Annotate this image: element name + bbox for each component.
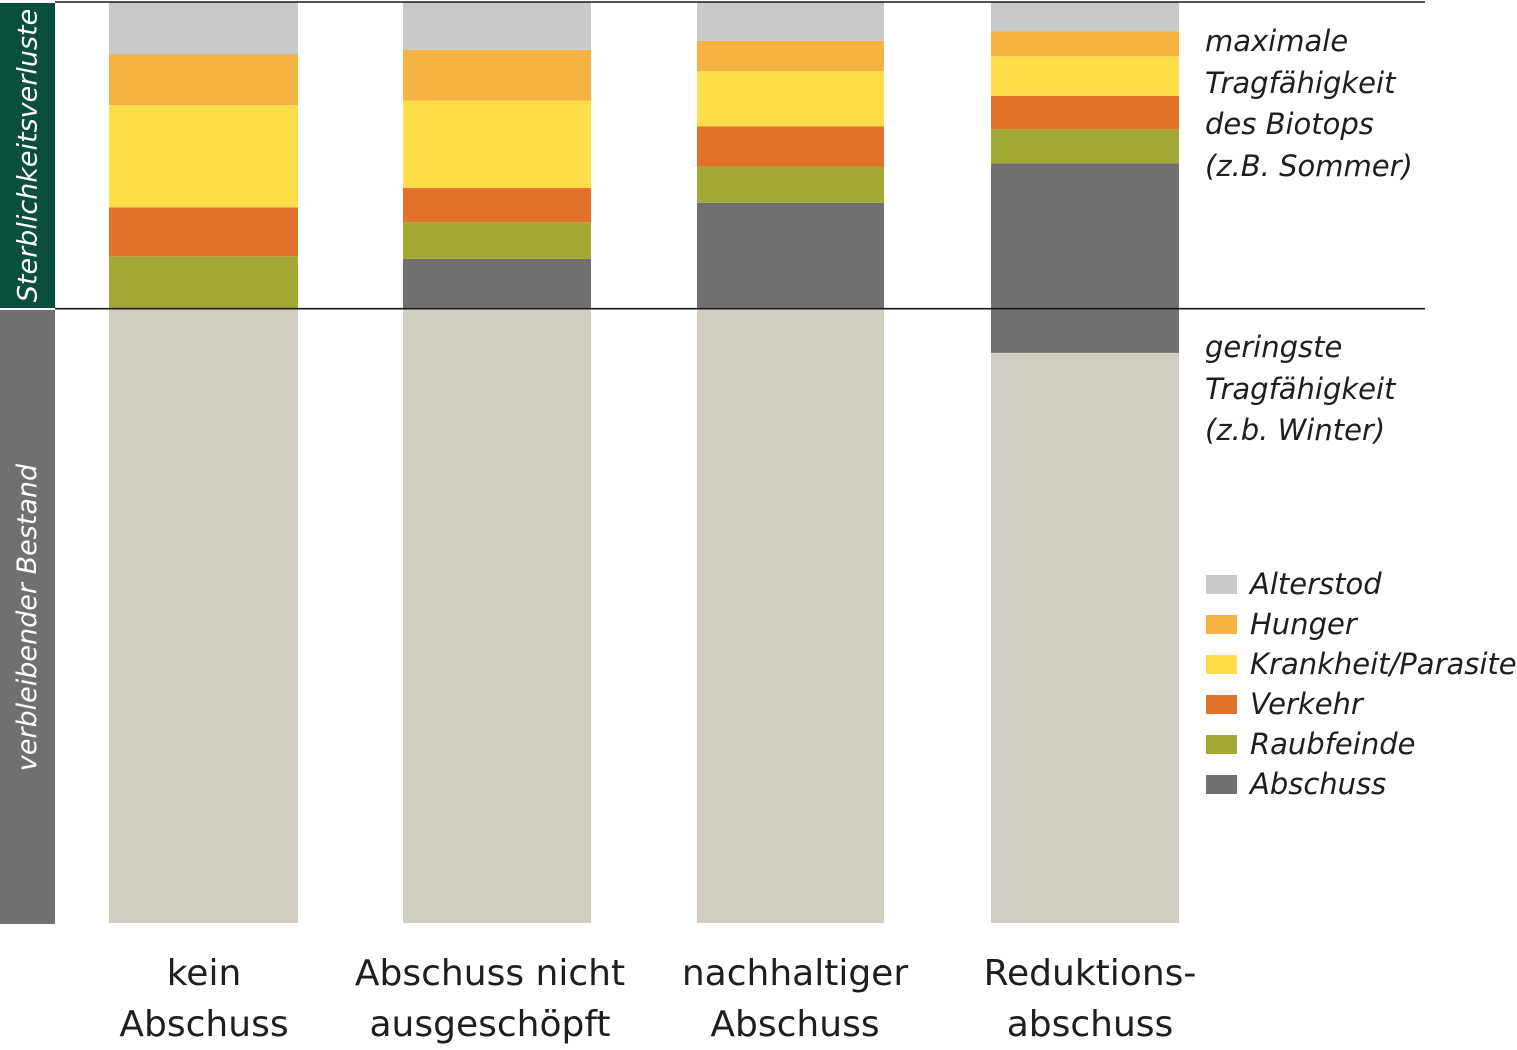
legend: Alterstod Hunger Krankheit/Parasiten Verkeh… [1206,564,1517,804]
bar-segment-krankheit-parasiten-1 [109,105,298,208]
legend-label-raubfeinde: Raubfeinde [1250,727,1416,761]
bar-segment-verbleibender-bestand-4 [991,352,1179,923]
y-axis-band-mortality: Sterblichkeitsverluste [0,3,55,308]
y-axis-label-mortality: Sterblichkeitsverluste [12,8,44,303]
bar-segment-raubfeinde-2 [403,222,591,259]
legend-item-alterstod: Alterstod [1206,564,1517,604]
legend-label-alterstod: Alterstod [1250,567,1382,601]
bar-segment-verbleibender-bestand-1 [109,308,298,923]
bar-segment-raubfeinde-4 [991,129,1179,164]
category-label-nachhaltiger-abschuss: nachhaltiger Abschuss [681,953,909,1045]
bar-segment-alterstod-3 [697,1,884,41]
legend-label-abschuss: Abschuss [1250,767,1387,801]
category-label-reduktionsabschuss: Reduktions-abschuss [983,953,1197,1045]
legend-swatch-hunger [1206,614,1237,634]
legend-swatch-krankheit-parasiten [1206,654,1237,674]
bar-segment-hunger-4 [991,31,1179,57]
bar-segment-raubfeinde-3 [697,166,884,203]
legend-swatch-verkehr [1206,694,1237,714]
bar-segment-verbleibender-bestand-3 [697,308,884,923]
bar-segment-hunger-2 [403,49,591,101]
annotation-max-capacity: maximale Tragfähigkeit des Biotops (z.B.… [1205,24,1413,183]
legend-item-abschuss: Abschuss [1206,764,1517,804]
annotation-min-capacity: geringste Tragfähigkeit (z.b. Winter) [1205,330,1396,447]
bar-segment-verkehr-1 [109,207,298,257]
bar-segment-verbleibender-bestand-2 [403,308,591,923]
bar-segment-hunger-1 [109,54,298,106]
bar-segment-abschuss-4 [991,163,1179,353]
bar-segment-abschuss-2 [403,258,591,309]
bar-segment-krankheit-parasiten-3 [697,71,884,127]
legend-item-raubfeinde: Raubfeinde [1206,724,1517,764]
legend-label-verkehr: Verkehr [1250,687,1363,721]
bar-segment-alterstod-1 [109,1,298,55]
legend-item-krankheit-parasiten: Krankheit/Parasiten [1206,644,1517,684]
bar-segment-verkehr-4 [991,95,1179,130]
y-axis-band-remaining: verbleibender Bestand [0,310,55,924]
bar-segment-verkehr-2 [403,188,591,223]
category-label-abschuss-nicht-ausgeschoepft: Abschuss nicht ausgeschöpft [354,953,626,1045]
bar-segment-verkehr-3 [697,126,884,167]
y-axis-label-remaining: verbleibender Bestand [12,463,44,771]
legend-item-hunger: Hunger [1206,604,1517,644]
legend-label-hunger: Hunger [1250,607,1357,641]
bar-segment-krankheit-parasiten-4 [991,56,1179,96]
category-label-kein-abschuss: kein Abschuss [119,953,289,1045]
bar-segment-alterstod-2 [403,1,591,50]
legend-swatch-abschuss [1206,774,1237,794]
bar-segment-alterstod-4 [991,1,1179,32]
legend-label-krankheit-parasiten: Krankheit/Parasiten [1250,647,1517,681]
legend-item-verkehr: Verkehr [1206,684,1517,724]
legend-swatch-alterstod [1206,574,1237,594]
bar-segment-hunger-3 [697,40,884,72]
bar-segment-raubfeinde-1 [109,256,298,309]
legend-swatch-raubfeinde [1206,734,1237,754]
bar-segment-krankheit-parasiten-2 [403,100,591,189]
bar-segment-abschuss-3 [697,202,884,309]
